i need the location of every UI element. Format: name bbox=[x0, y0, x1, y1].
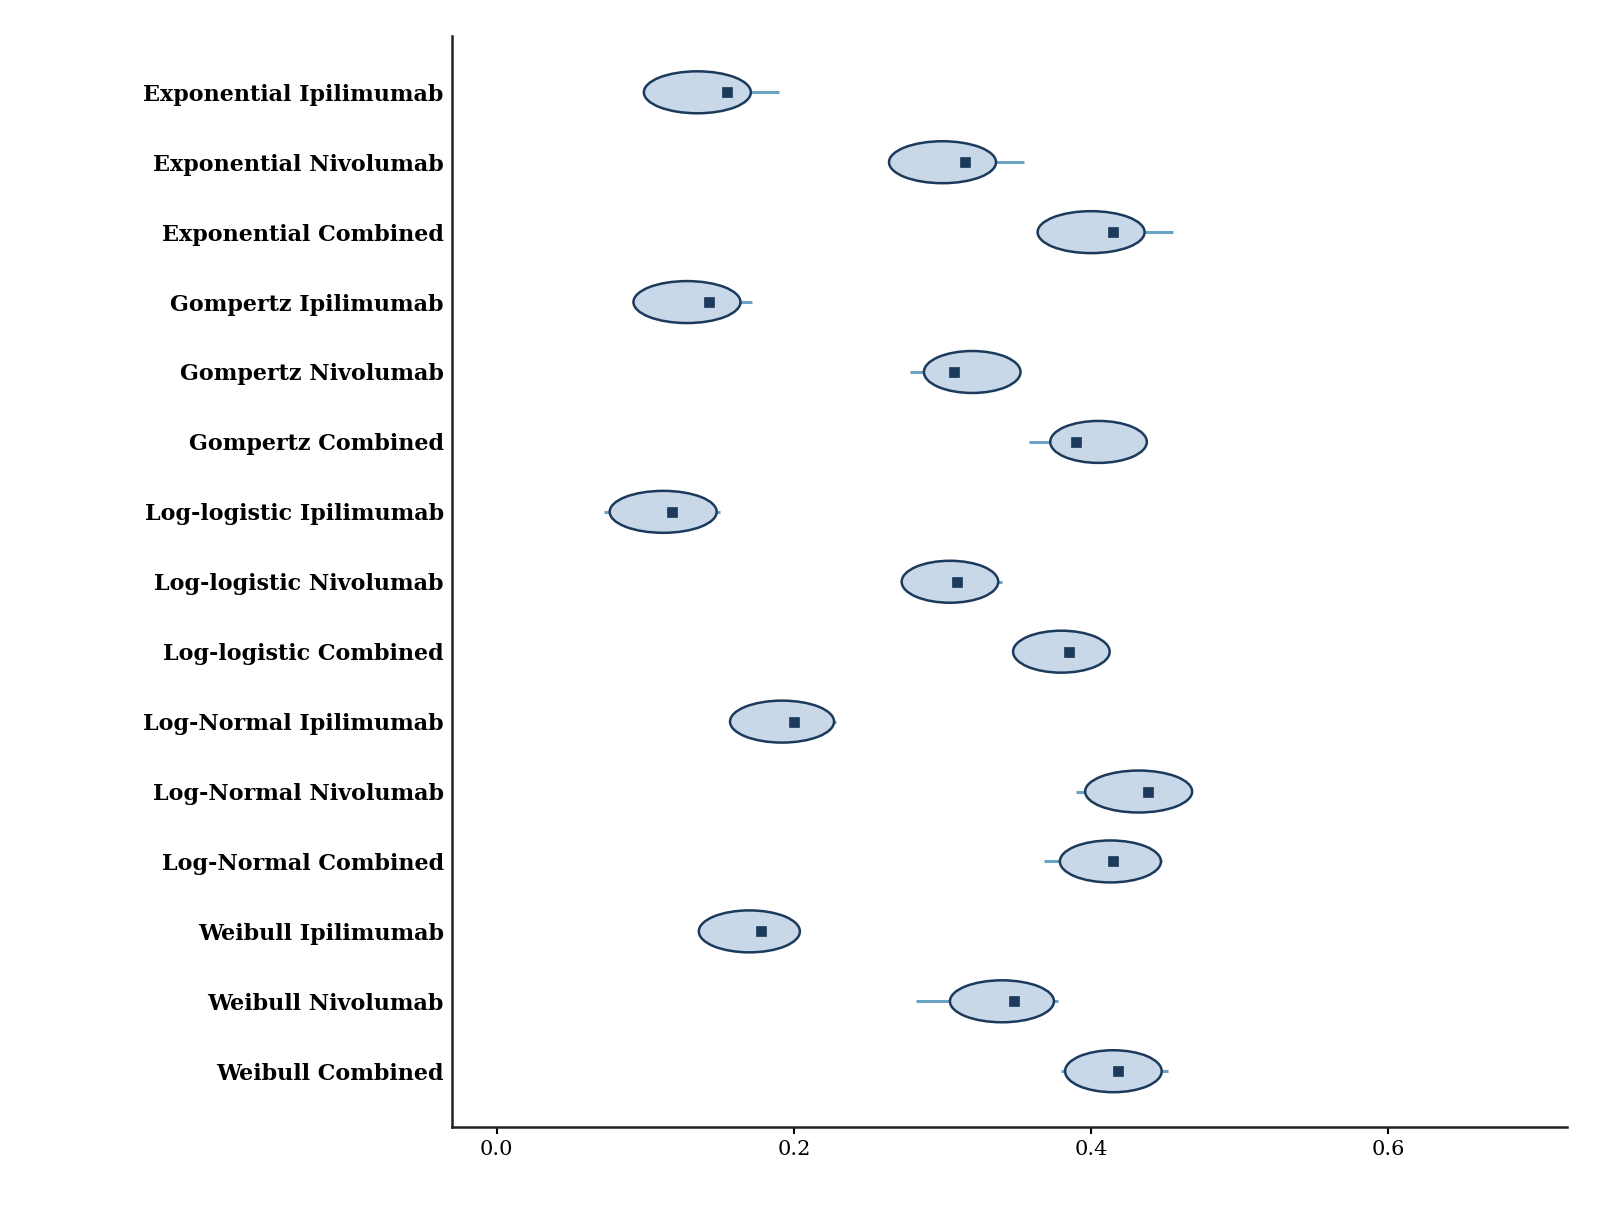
Ellipse shape bbox=[633, 281, 739, 324]
Ellipse shape bbox=[699, 910, 799, 953]
Ellipse shape bbox=[949, 981, 1054, 1022]
Ellipse shape bbox=[1012, 630, 1109, 673]
Ellipse shape bbox=[888, 142, 996, 183]
Ellipse shape bbox=[1049, 421, 1146, 463]
Ellipse shape bbox=[923, 351, 1020, 393]
Ellipse shape bbox=[1059, 840, 1160, 882]
Ellipse shape bbox=[1036, 211, 1144, 253]
Ellipse shape bbox=[901, 561, 997, 602]
Ellipse shape bbox=[1085, 771, 1191, 812]
Ellipse shape bbox=[1065, 1051, 1160, 1092]
Ellipse shape bbox=[644, 72, 751, 113]
Ellipse shape bbox=[610, 491, 717, 533]
Ellipse shape bbox=[730, 701, 833, 743]
